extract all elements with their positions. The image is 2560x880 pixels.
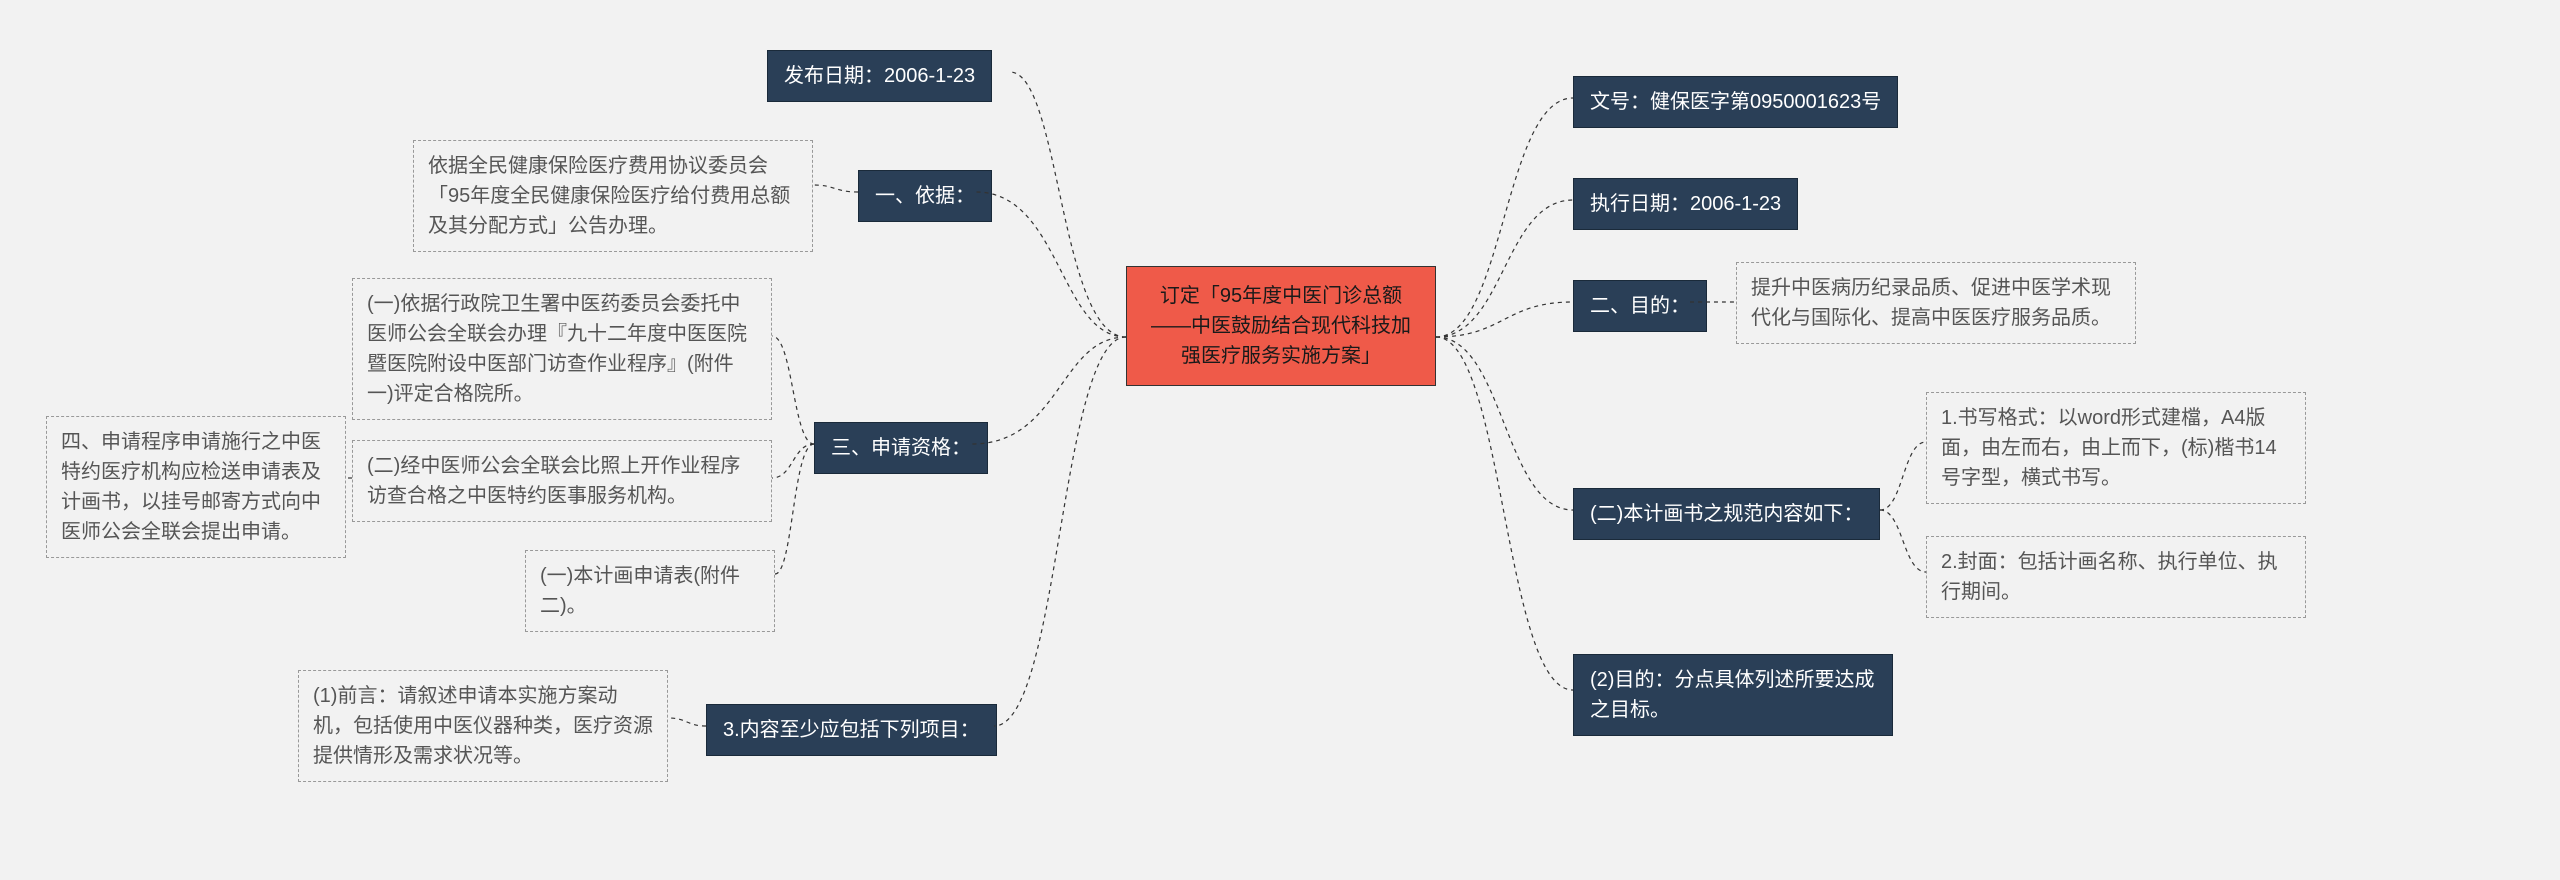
left-qual-c2-text: (二)经中医师公会全联会比照上开作业程序访查合格之中医特约医事服务机构。 bbox=[367, 455, 740, 507]
left-qual-c3-text: (一)本计画申请表(附件二)。 bbox=[540, 565, 740, 617]
left-basis-detail: 依据全民健康保险医疗费用协议委员会「95年度全民健康保险医疗给付费用总额及其分配… bbox=[413, 140, 813, 252]
left-publish-date: 发布日期：2006-1-23 bbox=[767, 50, 992, 102]
right-exec-date: 执行日期：2006-1-23 bbox=[1573, 178, 1798, 230]
right-spec: (二)本计画书之规范内容如下： bbox=[1573, 488, 1880, 540]
left-qual-c2b: 四、申请程序申请施行之中医特约医疗机构应检送申请表及计画书，以挂号邮寄方式向中医… bbox=[46, 416, 346, 558]
right-goal-text: (2)目的：分点具体列述所要达成之目标。 bbox=[1590, 669, 1874, 721]
left-content-items: 3.内容至少应包括下列项目： bbox=[706, 704, 997, 756]
right-spec-c1: 1.书写格式：以word形式建檔，A4版面，由左而右，由上而下，(标)楷书14号… bbox=[1926, 392, 2306, 504]
right-spec-label: (二)本计画书之规范内容如下： bbox=[1590, 503, 1863, 525]
right-purpose-detail: 提升中医病历纪录品质、促进中医学术现代化与国际化、提高中医医疗服务品质。 bbox=[1736, 262, 2136, 344]
left-basis-label: 一、依据： bbox=[875, 185, 975, 207]
right-doc-number-text: 文号：健保医字第0950001623号 bbox=[1590, 91, 1881, 113]
left-qual-c1: (一)依据行政院卫生署中医药委员会委托中医师公会全联会办理『九十二年度中医医院暨… bbox=[352, 278, 772, 420]
right-spec-c2: 2.封面：包括计画名称、执行单位、执行期间。 bbox=[1926, 536, 2306, 618]
left-qualification: 三、申请资格： bbox=[814, 422, 988, 474]
central-text: 订定「95年度中医门诊总额——中医鼓励结合现代科技加强医疗服务实施方案」 bbox=[1151, 285, 1411, 367]
right-exec-date-text: 执行日期：2006-1-23 bbox=[1590, 193, 1781, 215]
left-qualification-label: 三、申请资格： bbox=[831, 437, 971, 459]
left-basis: 一、依据： bbox=[858, 170, 992, 222]
right-goal: (2)目的：分点具体列述所要达成之目标。 bbox=[1573, 654, 1893, 736]
left-qual-c2: (二)经中医师公会全联会比照上开作业程序访查合格之中医特约医事服务机构。 bbox=[352, 440, 772, 522]
left-content-child-text: (1)前言：请叙述申请本实施方案动机，包括使用中医仪器种类，医疗资源提供情形及需… bbox=[313, 685, 653, 767]
right-purpose-label: 二、目的： bbox=[1590, 295, 1690, 317]
left-content-child: (1)前言：请叙述申请本实施方案动机，包括使用中医仪器种类，医疗资源提供情形及需… bbox=[298, 670, 668, 782]
left-basis-detail-text: 依据全民健康保险医疗费用协议委员会「95年度全民健康保险医疗给付费用总额及其分配… bbox=[428, 155, 790, 237]
left-qual-c3: (一)本计画申请表(附件二)。 bbox=[525, 550, 775, 632]
left-publish-date-text: 发布日期：2006-1-23 bbox=[784, 65, 975, 87]
central-node: 订定「95年度中医门诊总额——中医鼓励结合现代科技加强医疗服务实施方案」 bbox=[1126, 266, 1436, 386]
left-qual-c2b-text: 四、申请程序申请施行之中医特约医疗机构应检送申请表及计画书，以挂号邮寄方式向中医… bbox=[61, 431, 321, 543]
right-purpose-detail-text: 提升中医病历纪录品质、促进中医学术现代化与国际化、提高中医医疗服务品质。 bbox=[1751, 277, 2111, 329]
left-qual-c1-text: (一)依据行政院卫生署中医药委员会委托中医师公会全联会办理『九十二年度中医医院暨… bbox=[367, 293, 747, 405]
right-spec-c2-text: 2.封面：包括计画名称、执行单位、执行期间。 bbox=[1941, 551, 2278, 603]
right-spec-c1-text: 1.书写格式：以word形式建檔，A4版面，由左而右，由上而下，(标)楷书14号… bbox=[1941, 407, 2277, 489]
left-content-items-label: 3.内容至少应包括下列项目： bbox=[723, 719, 980, 741]
right-doc-number: 文号：健保医字第0950001623号 bbox=[1573, 76, 1898, 128]
right-purpose: 二、目的： bbox=[1573, 280, 1707, 332]
